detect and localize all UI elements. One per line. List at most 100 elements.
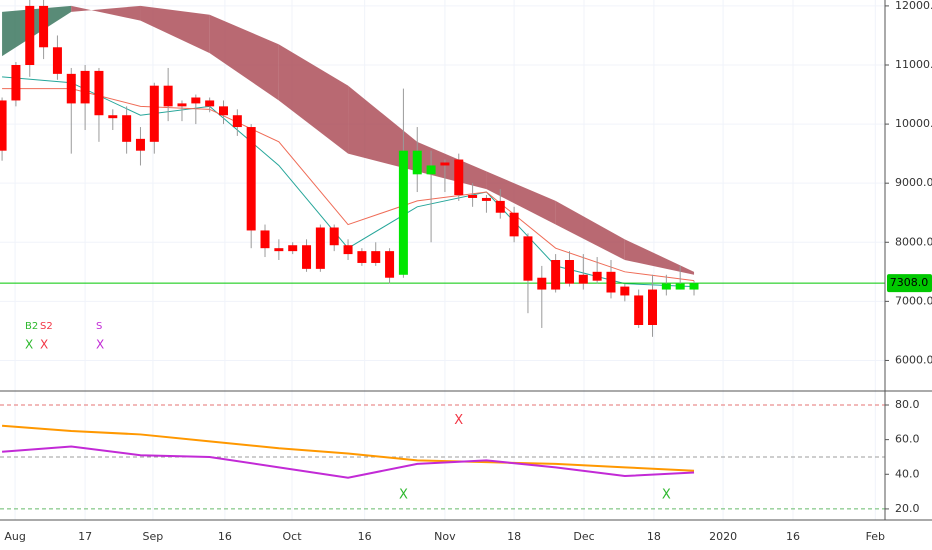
x-tick-label: Nov (434, 530, 456, 543)
x-tick-label: 16 (218, 530, 232, 543)
candle-body (302, 245, 312, 269)
y-tick-label: 11000.0 (895, 58, 932, 71)
candle-body (122, 115, 132, 142)
x-tick-label: Sep (143, 530, 164, 543)
legend-name: B2 (25, 321, 38, 332)
candle-body (80, 70, 90, 104)
candle-body (578, 274, 588, 284)
x-tick-label: 18 (647, 530, 661, 543)
candle-body (25, 5, 35, 65)
candle-body (108, 115, 118, 119)
candle-body (0, 100, 7, 151)
candle-body (412, 150, 422, 175)
candle-body (11, 65, 21, 101)
candle-body (523, 236, 533, 281)
x-tick-label: 16 (786, 530, 800, 543)
candle-body (675, 283, 685, 290)
y-tick-label: 6000.0 (895, 353, 932, 366)
price-label-box (887, 274, 932, 293)
legend-name: S2 (40, 321, 53, 332)
candle-body (564, 260, 574, 284)
candle-body (440, 162, 450, 166)
candle-body (205, 100, 215, 107)
legend-mark: X (40, 338, 48, 352)
candle-body (592, 271, 602, 281)
candle-body (509, 212, 519, 237)
ribbon-segment (486, 171, 556, 225)
ribbon-segment (71, 5, 141, 21)
candle-body (398, 150, 408, 275)
signal-marker: X (454, 413, 463, 428)
x-tick-label: 16 (358, 530, 372, 543)
legend-name: S (96, 321, 102, 332)
candle-body (149, 85, 159, 142)
candle-body (246, 127, 256, 231)
signal-marker: X (662, 488, 671, 503)
candle-body (274, 248, 284, 252)
candle-body (232, 115, 242, 128)
candle-body (385, 251, 395, 278)
signal-marker: X (399, 488, 408, 503)
y-tick-label: 7000.0 (895, 294, 932, 307)
y-tick-label: 10000.0 (895, 117, 932, 130)
candle-body (371, 251, 381, 263)
candle-body (634, 295, 644, 325)
candle-body (551, 260, 561, 290)
candle-body (66, 73, 76, 104)
oscillator-line (2, 424, 695, 472)
ribbon-segment (417, 141, 487, 190)
candle-body (606, 271, 616, 293)
candle-body (343, 245, 353, 255)
candle-body (620, 286, 630, 296)
x-tick-label: 17 (78, 530, 92, 543)
candle-body (468, 195, 478, 198)
candle-body (260, 230, 270, 249)
ribbon-segment (555, 200, 625, 260)
ribbon-segment (140, 5, 210, 54)
candle-body (52, 47, 62, 74)
candle-body (94, 70, 104, 116)
candle-body (648, 289, 658, 325)
candle-body (495, 200, 505, 213)
x-tick-label: Oct (282, 530, 302, 543)
ribbon-segment (348, 85, 418, 172)
candle-body (163, 85, 173, 107)
candle-body (661, 283, 671, 290)
ma-line (2, 88, 695, 282)
x-tick-label: Feb (866, 530, 885, 543)
ribbon-segment (624, 239, 695, 275)
candle-body (315, 227, 325, 269)
candle-body (481, 197, 491, 201)
y-tick-label: 9000.0 (895, 176, 932, 189)
y-tick-label: 40.0 (895, 467, 920, 480)
y-tick-label: 8000.0 (895, 235, 932, 248)
x-tick-label: 2020 (709, 530, 737, 543)
y-tick-label: 20.0 (895, 502, 920, 515)
candle-body (689, 283, 699, 290)
candle-body (454, 159, 464, 195)
y-tick-label: 12000.0 (895, 0, 932, 12)
x-tick-label: 18 (507, 530, 521, 543)
candle-body (39, 5, 49, 48)
candle-body (329, 227, 339, 246)
candle-body (357, 251, 367, 263)
candle-body (177, 103, 187, 107)
y-tick-label: 60.0 (895, 433, 920, 446)
candle-body (218, 106, 228, 116)
candle-body (426, 165, 436, 175)
oscillator-line (2, 445, 695, 479)
price-label: 7308.0 (890, 276, 929, 289)
legend-mark: X (96, 338, 104, 352)
ribbon-segment (209, 14, 279, 101)
x-tick-label: Aug (4, 530, 25, 543)
candle-body (135, 138, 145, 151)
y-tick-label: 80.0 (895, 398, 920, 411)
candle-body (288, 245, 298, 252)
x-tick-label: Dec (573, 530, 594, 543)
ribbon-segment (2, 5, 72, 57)
candle-body (191, 97, 201, 104)
candle-body (537, 277, 547, 290)
